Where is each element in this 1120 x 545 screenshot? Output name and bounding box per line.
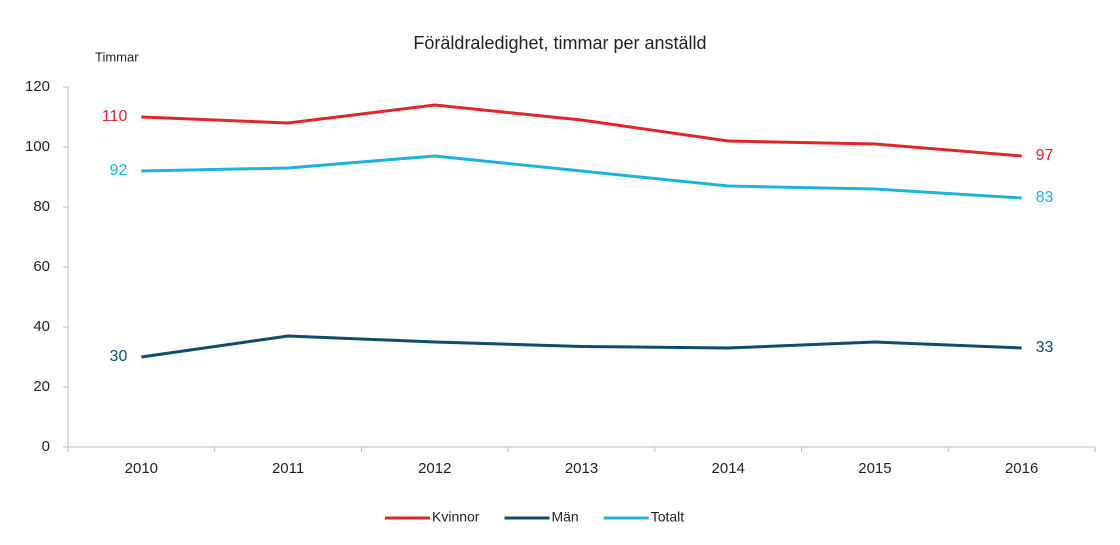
x-tick-label: 2012: [418, 460, 451, 477]
chart-title: Föräldraledighet, timmar per anställd: [413, 33, 706, 53]
data-label: 30: [110, 348, 128, 365]
y-tick-label: 0: [42, 438, 50, 455]
x-tick-label: 2013: [565, 460, 598, 477]
legend-label: Kvinnor: [432, 509, 480, 525]
data-label: 97: [1036, 147, 1054, 164]
y-tick-label: 40: [33, 318, 50, 335]
y-axis-label: Timmar: [95, 49, 139, 64]
line-series: [141, 103, 1022, 158]
y-tick-label: 100: [25, 138, 50, 155]
data-label: 110: [102, 108, 128, 125]
data-label: 83: [1036, 189, 1054, 206]
y-tick-label: 80: [33, 198, 50, 215]
line-series: [141, 154, 1022, 200]
y-tick-label: 120: [25, 78, 50, 95]
data-label: 92: [110, 162, 128, 179]
x-tick-label: 2014: [712, 460, 745, 477]
line-series: [141, 334, 1022, 359]
data-label: 33: [1036, 339, 1054, 356]
x-tick-label: 2010: [125, 460, 158, 477]
x-tick-label: 2015: [858, 460, 891, 477]
x-tick-label: 2011: [272, 460, 304, 477]
legend-label: Totalt: [651, 509, 685, 525]
x-tick-label: 2016: [1005, 460, 1038, 477]
y-tick-label: 60: [33, 258, 50, 275]
y-tick-label: 20: [33, 378, 50, 395]
legend-label: Män: [551, 509, 578, 525]
